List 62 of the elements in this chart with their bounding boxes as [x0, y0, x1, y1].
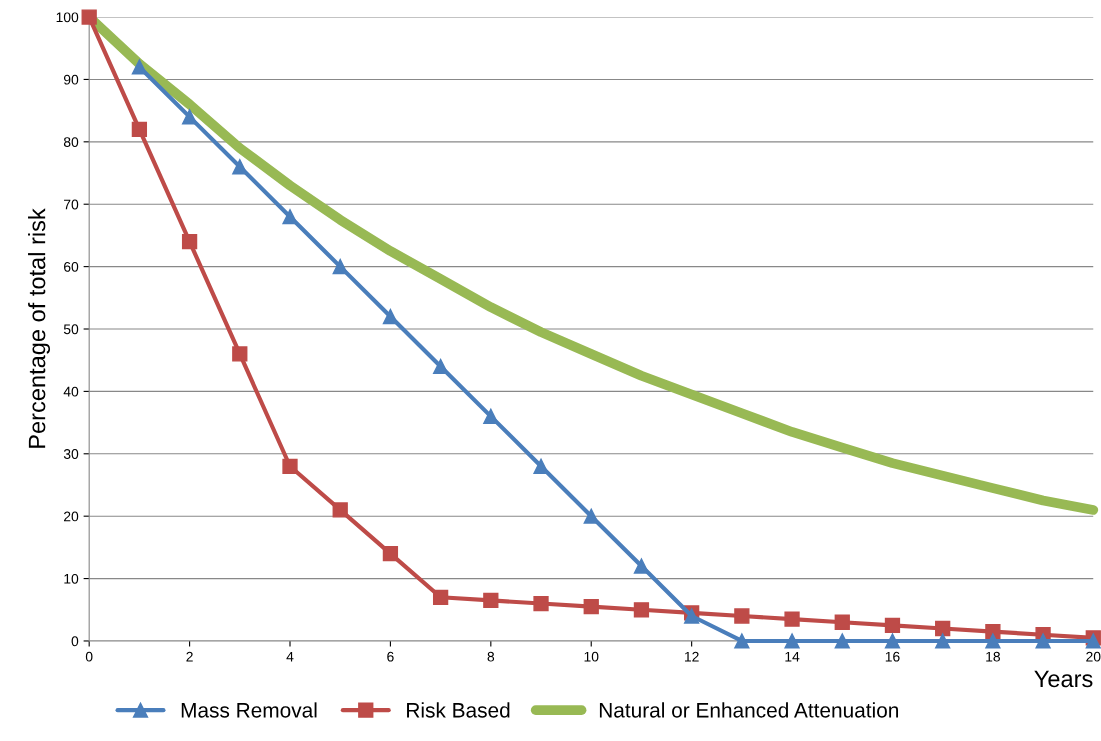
x-tick-label: 10 [584, 651, 599, 662]
point [432, 589, 449, 605]
point [834, 614, 850, 630]
point [633, 558, 650, 574]
point [181, 234, 198, 250]
point [583, 599, 599, 615]
point [131, 59, 148, 75]
point [884, 617, 901, 634]
point [633, 602, 650, 618]
point [81, 9, 97, 25]
point [734, 608, 750, 624]
point [432, 358, 449, 375]
y-tick-label: 40 [63, 386, 79, 397]
x-axis-title: Years [1034, 670, 1093, 688]
point [784, 611, 800, 627]
x-tick-label: 14 [785, 651, 800, 662]
y-tick-label: 100 [56, 12, 79, 23]
point [131, 121, 148, 137]
point [985, 633, 1001, 649]
point [382, 545, 399, 562]
point [884, 633, 901, 649]
x-tick-label: 16 [885, 651, 900, 662]
point [332, 258, 348, 275]
legend-label: Risk Based [407, 702, 510, 718]
y-tick-label: 10 [64, 573, 79, 584]
x-tick-label: 8 [487, 651, 495, 662]
y-tick-label: 70 [64, 199, 79, 210]
x-tick-label: 4 [286, 651, 294, 662]
point [282, 209, 298, 225]
point [1035, 633, 1051, 649]
y-tick-label: 20 [64, 511, 79, 522]
x-tick-label: 12 [684, 651, 699, 662]
point [784, 633, 800, 649]
point [282, 458, 298, 474]
point [181, 109, 198, 125]
y-tick-label: 30 [63, 449, 79, 459]
x-tick-label: 20 [1086, 651, 1101, 662]
point [734, 633, 750, 649]
point [935, 620, 951, 637]
point [533, 458, 549, 474]
legend-label: Natural or Enhanced Attenuation [599, 702, 899, 718]
point [232, 346, 248, 362]
y-tick-label: 0 [71, 636, 79, 647]
y-axis-title: Percentage of total risk [28, 208, 51, 448]
point [583, 508, 599, 524]
point [935, 633, 951, 649]
point [382, 308, 399, 325]
point [232, 159, 248, 175]
point [332, 502, 348, 518]
y-tick-label: 50 [63, 324, 79, 335]
point [483, 592, 499, 609]
point [834, 633, 850, 649]
x-tick-label: 2 [186, 651, 193, 662]
x-tick-label: 6 [387, 651, 394, 662]
point [533, 595, 549, 612]
y-tick-label: 80 [63, 137, 79, 147]
point [483, 408, 499, 424]
legend-label: Mass Removal [181, 702, 317, 718]
y-tick-label: 60 [64, 261, 79, 272]
y-tick-label: 90 [63, 74, 79, 85]
x-tick-label: 18 [986, 651, 1000, 662]
x-tick-label: 0 [85, 651, 93, 662]
